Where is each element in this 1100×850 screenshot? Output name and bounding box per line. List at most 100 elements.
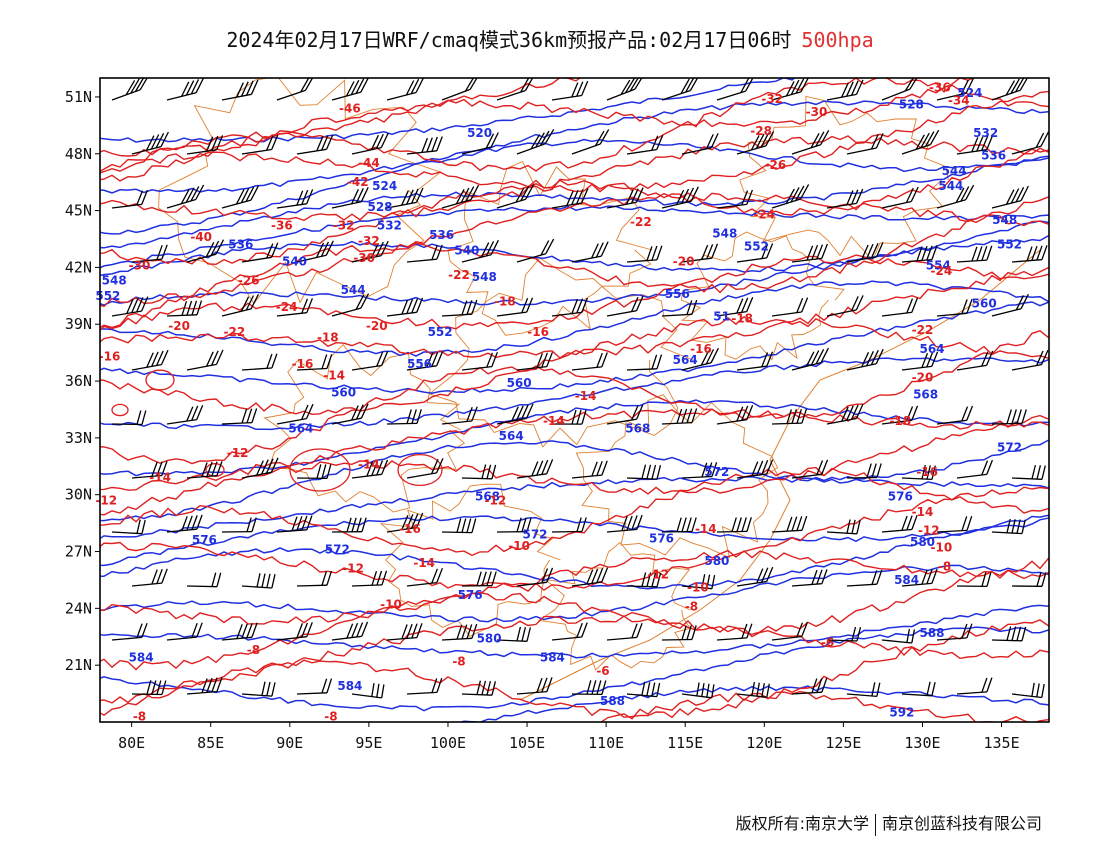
wind-barb xyxy=(296,678,333,695)
height-label: 580 xyxy=(477,632,502,646)
wind-barb xyxy=(571,241,609,263)
temperature-label: -8 xyxy=(133,709,146,723)
wind-barb xyxy=(111,622,148,641)
wind-barb xyxy=(991,409,1027,425)
wind-barb xyxy=(771,78,809,101)
temperature-label: -22 xyxy=(224,325,246,339)
temperature-label: -16 xyxy=(690,342,712,356)
wind-barb xyxy=(461,571,497,587)
temperature-label: -18 xyxy=(317,331,339,345)
temperature-label: -12 xyxy=(647,567,669,581)
height-label: 544 xyxy=(938,179,963,193)
wind-barb xyxy=(936,78,974,101)
wind-barb xyxy=(736,351,774,371)
temperature-label: -14 xyxy=(575,389,597,403)
temperature-label: -14 xyxy=(358,457,380,471)
wind-barb xyxy=(771,515,808,533)
temperature-label: -30 xyxy=(353,251,375,265)
temperature-label: -26 xyxy=(238,274,260,288)
temperature-label: -20 xyxy=(366,319,388,333)
wind-barb xyxy=(166,184,205,209)
temperature-label: -22 xyxy=(630,215,652,229)
wind-barb xyxy=(846,463,882,479)
wind-barb xyxy=(936,405,974,425)
temperature-label: -32 xyxy=(358,234,380,248)
temperature-label: -8 xyxy=(938,560,951,574)
wind-barb xyxy=(936,184,975,209)
wind-barb xyxy=(516,352,554,371)
wind-barb xyxy=(736,566,774,587)
wind-barb xyxy=(241,242,279,263)
height-label: 576 xyxy=(192,533,217,547)
height-label: 548 xyxy=(102,274,127,288)
temperature-contour-loop xyxy=(145,369,175,391)
temperature-label: -10 xyxy=(508,539,530,553)
height-label: 536 xyxy=(228,238,253,252)
wind-barb xyxy=(441,406,478,425)
temperature-contour-line xyxy=(100,78,976,182)
height-label: 540 xyxy=(454,243,479,257)
wind-barb xyxy=(571,460,608,479)
wind-barb xyxy=(571,129,610,155)
wind-barb xyxy=(661,78,699,101)
wind-barb xyxy=(166,300,203,317)
height-label: 556 xyxy=(407,357,432,371)
temperature-label: -10 xyxy=(931,541,953,555)
height-label: 544 xyxy=(942,164,967,178)
wind-barb xyxy=(826,295,864,317)
temperature-label: -16 xyxy=(99,349,121,363)
wind-barb xyxy=(991,626,1027,642)
wind-barb xyxy=(166,404,204,425)
temperature-label: -16 xyxy=(292,357,314,371)
temperature-label: -14 xyxy=(149,471,171,485)
wind-barb xyxy=(1011,245,1048,263)
temperature-label: -36 xyxy=(271,219,293,233)
temperature-label: -14 xyxy=(413,556,435,570)
temperature-contour-line xyxy=(100,78,1049,174)
height-contour-line xyxy=(100,514,1049,590)
wind-barb xyxy=(881,514,918,533)
wind-barb xyxy=(551,188,589,209)
wind-barb xyxy=(1011,131,1049,155)
height-label: 548 xyxy=(992,213,1017,227)
height-contour-line xyxy=(100,515,1049,567)
temperature-label: -8 xyxy=(324,709,337,723)
lon-label: 135E xyxy=(983,734,1019,752)
wind-barb xyxy=(111,296,149,317)
wind-barb xyxy=(386,409,422,425)
wind-barb xyxy=(936,515,973,533)
wind-barb xyxy=(351,350,389,371)
lat-label: 36N xyxy=(65,372,92,390)
wind-barb xyxy=(406,244,443,263)
wind-barb xyxy=(441,299,478,317)
height-contour-line xyxy=(100,78,796,143)
wind-barb xyxy=(626,354,663,371)
wind-barb xyxy=(441,78,478,101)
wind-barb xyxy=(331,78,369,101)
wind-barb xyxy=(496,297,534,317)
chart-title: 2024年02月17日WRF/cmaq模式36km预报产品:02月17日06时 5… xyxy=(0,24,1100,53)
wind-barb xyxy=(386,78,424,101)
height-label: 584 xyxy=(337,679,362,693)
wind-barb xyxy=(241,134,279,155)
lat-label: 48N xyxy=(65,145,92,163)
wind-barb xyxy=(296,240,334,263)
temperature-label: -16 xyxy=(399,522,421,536)
lon-label: 80E xyxy=(118,734,145,752)
wind-barb xyxy=(551,297,589,317)
wind-barb xyxy=(551,517,587,533)
height-label: 572 xyxy=(997,440,1022,454)
temperature-contour-line xyxy=(100,90,1049,193)
province-border xyxy=(263,343,466,513)
temperature-label: -10 xyxy=(687,581,709,595)
height-label: 544 xyxy=(341,283,366,297)
wind-barb xyxy=(516,677,553,695)
temperature-contour-line xyxy=(100,196,1049,329)
wind-barb xyxy=(826,403,864,425)
wind-barb xyxy=(186,461,223,479)
height-label: 592 xyxy=(889,706,914,720)
height-contour-line xyxy=(100,280,1049,357)
height-contour-line xyxy=(100,235,1049,306)
wind-barb xyxy=(791,677,828,695)
height-label: 560 xyxy=(331,385,356,399)
